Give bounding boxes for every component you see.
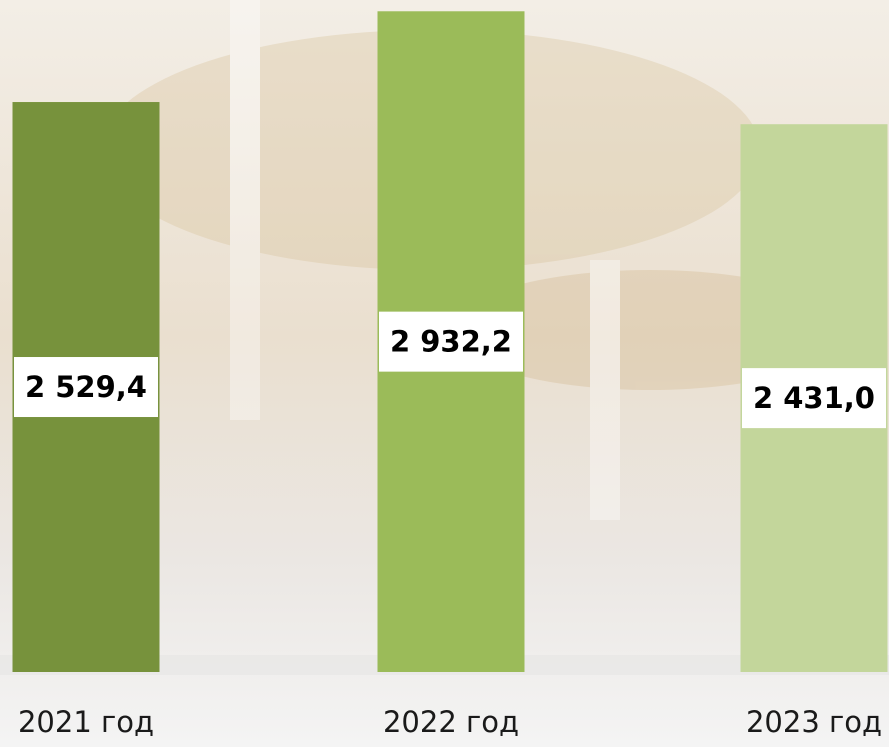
page: {"chart_data": {"type": "bar", "categori…: [0, 0, 889, 747]
value-label: 2 529,4: [25, 370, 147, 404]
x-tick-label: 2021 год: [18, 705, 154, 739]
x-tick-label: 2023 год: [746, 705, 882, 739]
chart: 2 529,4 2021 год 2 932,2 2022 год 2 431,0 202…: [0, 0, 889, 747]
value-label: 2 431,0: [753, 381, 875, 415]
x-tick-label: 2022 год: [383, 705, 519, 739]
value-label: 2 932,2: [390, 325, 512, 359]
